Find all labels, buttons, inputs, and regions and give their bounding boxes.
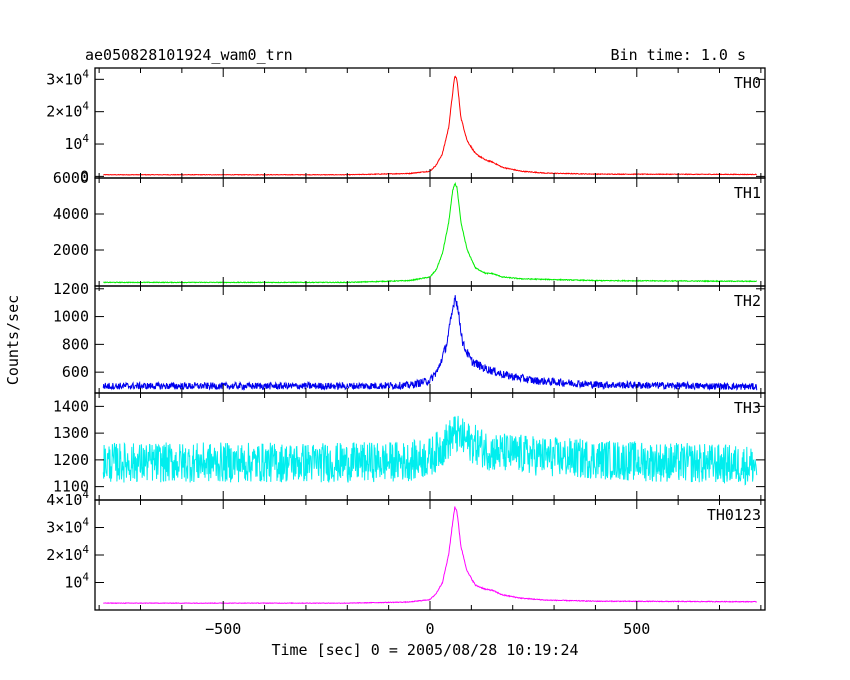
chart-title: ae050828101924_wam0_trn (85, 46, 293, 64)
x-axis-label: Time [sec] 0 = 2005/08/28 10:19:24 (271, 641, 578, 659)
series-line-th1 (103, 181, 758, 284)
panel-label-th0123: TH0123 (707, 506, 761, 524)
x-tick-label: 0 (425, 620, 434, 638)
y-tick-label: 2×104 (46, 100, 89, 121)
panel-frame (94, 499, 766, 611)
y-tick-label: 6000 (53, 169, 89, 187)
y-tick-label: 1400 (53, 397, 89, 415)
panel-frame (94, 285, 766, 394)
panel-th0123: 104 2×104 3×104 4×104 TH0123 (46, 488, 766, 611)
panel-frame (94, 67, 766, 179)
y-tick-label: 600 (62, 363, 89, 381)
y-tick-label: 2×104 (46, 543, 89, 564)
y-axis-label: Counts/sec (4, 295, 22, 385)
x-axis: −500 0 500 (205, 620, 650, 638)
panel-label-th0: TH0 (734, 74, 761, 92)
y-tick-label: 1100 (53, 478, 89, 496)
y-tick-label: 4×104 (46, 488, 89, 509)
panel-th3: 1100 1200 1300 1400 TH3 (53, 392, 766, 501)
x-tick-label: 500 (623, 620, 650, 638)
panel-th1: 2000 4000 6000 TH1 (53, 169, 766, 287)
x-tick-label: −500 (205, 620, 241, 638)
series-line-th2 (102, 295, 758, 391)
panel-frame (94, 177, 766, 287)
y-tick-label: 3×104 (46, 67, 89, 88)
y-tick-label: 1200 (53, 280, 89, 298)
y-tick-label: 800 (62, 335, 89, 353)
series-line-th0 (103, 75, 757, 176)
y-tick-label: 0 (80, 167, 89, 185)
y-tick-label: 1200 (53, 451, 89, 469)
bin-time-label: Bin time: 1.0 s (611, 46, 746, 64)
y-tick-label: 1300 (53, 424, 89, 442)
y-tick-label: 1000 (53, 308, 89, 326)
y-tick-label: 104 (64, 132, 89, 153)
panel-th2: 600 800 1000 1200 TH2 (53, 280, 766, 394)
y-tick-label: 4000 (53, 205, 89, 223)
y-tick-label: 104 (64, 571, 89, 592)
y-tick-label: 2000 (53, 241, 89, 259)
series-line-th0123 (103, 506, 758, 605)
panel-label-th3: TH3 (734, 399, 761, 417)
panel-th0: 0 104 2×104 3×104 TH0 (46, 67, 766, 185)
panels-group: 0 104 2×104 3×104 TH0 2000 4000 6000 TH1 600 800 10… (46, 67, 766, 611)
y-tick-label: 3×104 (46, 516, 89, 537)
series-line-th3 (102, 415, 758, 486)
panel-label-th2: TH2 (734, 292, 761, 310)
panel-label-th1: TH1 (734, 184, 761, 202)
